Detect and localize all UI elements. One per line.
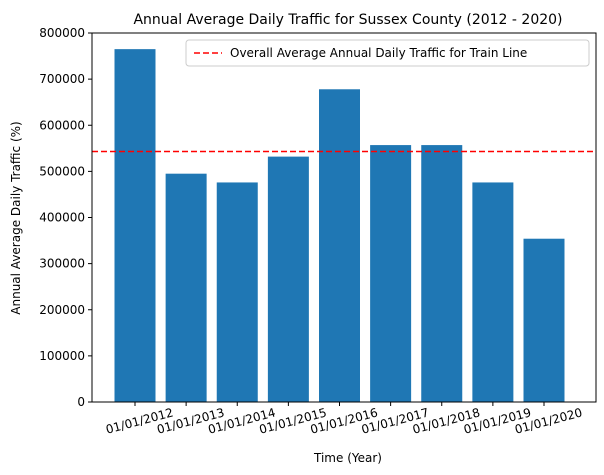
bar-1 [165, 173, 207, 402]
bar-7 [472, 182, 514, 402]
bar-8 [523, 238, 565, 402]
y-tick-label-7: 700000 [39, 72, 85, 86]
y-tick-label-8: 800000 [39, 26, 85, 40]
y-tick-label-1: 100000 [39, 349, 85, 363]
chart-title: Annual Average Daily Traffic for Sussex … [133, 12, 562, 28]
y-tick-label-4: 400000 [39, 211, 85, 225]
x-axis-label: Time (Year) [313, 451, 382, 465]
legend-box [185, 39, 590, 67]
plot-area: 0 100000 200000 300000 400000 500000 600000 700… [39, 26, 597, 437]
bar-5 [370, 145, 412, 403]
bar-3 [267, 156, 309, 402]
bar-6 [421, 145, 463, 403]
y-tick-label-5: 500000 [39, 164, 85, 178]
bar-4 [319, 89, 360, 403]
y-tick-label-6: 600000 [39, 118, 85, 132]
legend-entry: Overall Average Annual Daily Traffic for… [230, 46, 527, 60]
bar-0 [114, 49, 156, 403]
bar-2 [216, 182, 258, 402]
y-tick-label-0: 0 [77, 395, 85, 409]
y-tick-label-3: 300000 [39, 257, 85, 271]
y-tick-label-2: 200000 [39, 303, 85, 317]
y-axis-label: Annual Average Daily Traffic (%) [9, 121, 23, 314]
